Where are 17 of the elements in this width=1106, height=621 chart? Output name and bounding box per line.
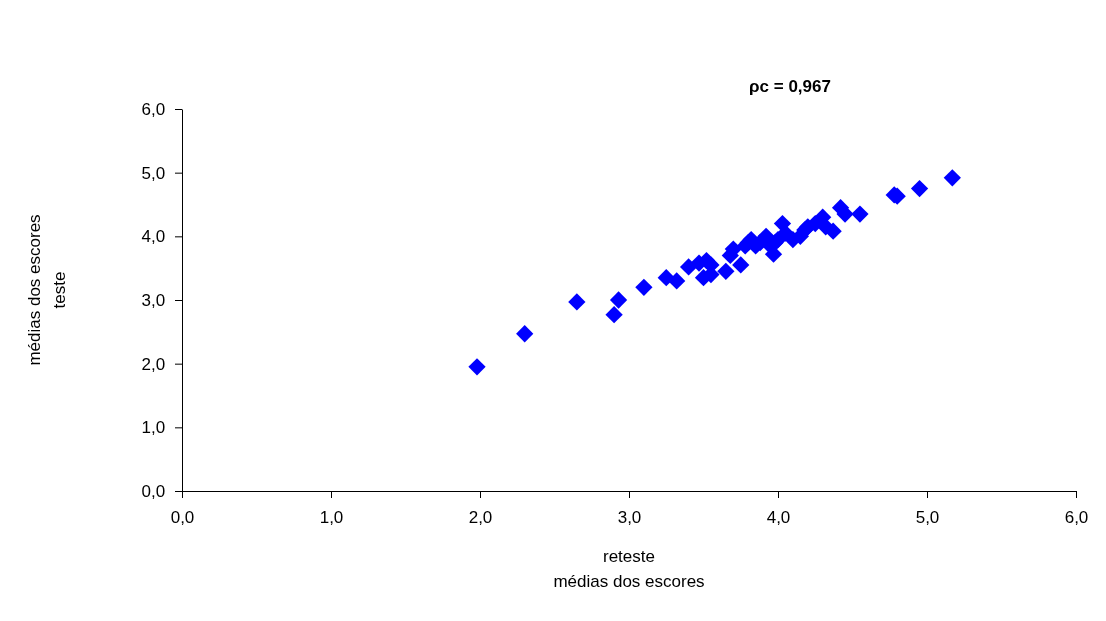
y-tick-label: 4,0 [141,227,166,247]
y-tick-label: 0,0 [141,481,166,501]
x-axis-title: reteste médias dos escores [553,547,705,591]
x-tick-label: 2,0 [468,508,493,528]
y-tick-label: 1,0 [141,418,166,438]
y-tick-label: 2,0 [141,354,166,374]
x-tick-label: 3,0 [617,508,642,528]
x-tick-label: 5,0 [915,508,940,528]
y-tick-label: 6,0 [141,99,166,119]
text: ρc = 0,967 [749,77,831,96]
x-tick-label: 4,0 [766,508,791,528]
x-tick-label: 6,0 [1064,508,1089,528]
x-tick-label: 0,0 [170,508,195,528]
y-tick-label: 3,0 [141,290,166,310]
x-tick-label: 1,0 [319,508,344,528]
y-tick-label: 5,0 [141,163,166,183]
y-axis-title: médias dos escores teste [25,214,69,366]
